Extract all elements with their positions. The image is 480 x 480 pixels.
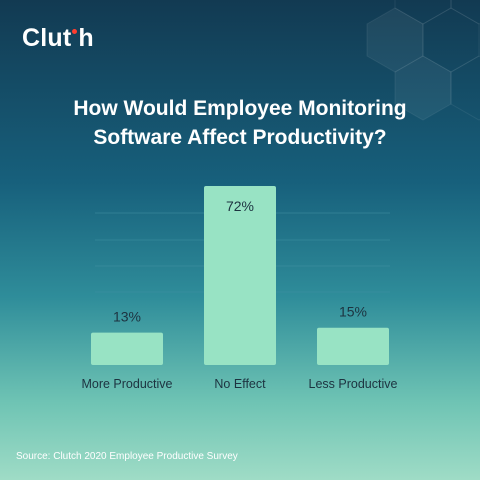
value-labels: 13% 72% 15% [113,198,367,325]
bars [91,186,389,365]
bar-0 [91,332,163,365]
bar-2 [317,327,389,365]
category-label-0: More Productive [81,377,172,391]
logo-text-start: Clut [22,24,72,52]
category-label-1: No Effect [214,377,266,391]
value-label-2: 15% [339,304,367,320]
chart-title-line-2: Software Affect Productivity? [93,126,387,149]
value-label-1: 72% [226,198,254,214]
value-label-0: 13% [113,309,141,325]
logo-red-dot [72,29,78,34]
source-note: Source: Clutch 2020 Employee Productive … [16,451,238,462]
category-labels: More Productive No Effect Less Productive [81,377,397,391]
logo-text-end: h [78,24,94,52]
chart-title: How Would Employee Monitoring Software A… [30,94,450,152]
clutch-logo: Clut h [22,24,94,53]
chart-title-line-1: How Would Employee Monitoring [73,97,407,120]
category-label-2: Less Productive [309,377,398,391]
bar-1 [204,186,276,365]
